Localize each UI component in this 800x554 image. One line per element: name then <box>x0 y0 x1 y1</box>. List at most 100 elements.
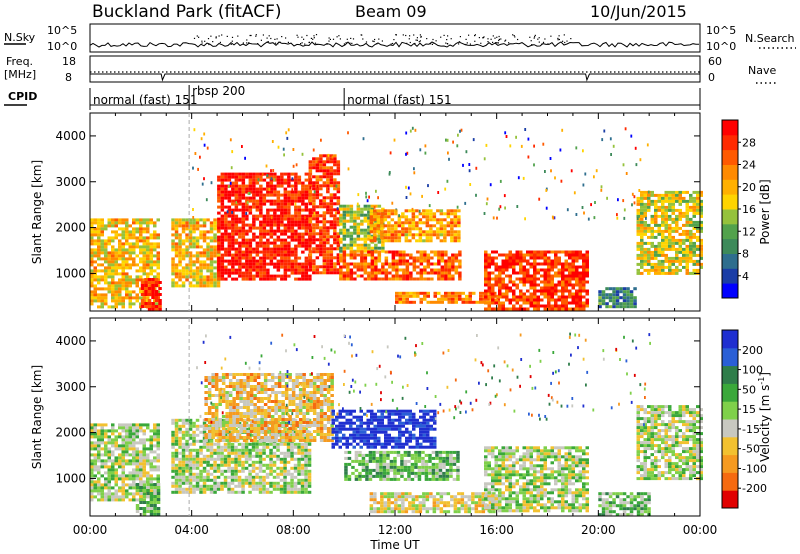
power-echo-cell <box>402 259 406 263</box>
power-echo-cell <box>312 268 316 272</box>
power-echo-cell <box>322 202 327 206</box>
velocity-echo-cell <box>128 426 132 430</box>
power-echo-cell <box>643 226 647 230</box>
velocity-echo-cell <box>192 448 196 452</box>
power-echo-cell <box>404 218 409 222</box>
power-echo-cell <box>283 178 288 182</box>
power-echo-cell <box>395 268 399 272</box>
power-echo-cell <box>294 262 298 266</box>
power-echo-cell <box>146 227 150 231</box>
power-echo-cell <box>578 256 582 260</box>
power-echo-cell <box>252 259 256 263</box>
power-echo-cell <box>346 277 350 281</box>
power-echo-cell <box>491 256 495 260</box>
power-echo-cell <box>238 202 242 206</box>
power-echo-cell <box>188 230 193 234</box>
power-echo-cell <box>217 178 221 182</box>
power-echo-cell <box>550 259 554 263</box>
velocity-echo-cell <box>156 501 161 504</box>
power-echo-cell <box>262 217 267 221</box>
power-echo-cell <box>114 236 118 240</box>
beam-label: Beam 09 <box>355 2 427 21</box>
power-echo-cell <box>312 214 316 218</box>
nsearch-dot <box>338 35 340 37</box>
power-echo-cell <box>398 262 403 266</box>
power-echo-cell <box>346 246 350 250</box>
power-echo-cell <box>322 253 327 257</box>
power-echo-cell <box>699 247 703 251</box>
power-echo-cell <box>265 164 268 168</box>
velocity-echo-cell <box>178 466 182 470</box>
velocity-echo-cell <box>185 487 189 491</box>
power-echo-cell <box>146 248 150 252</box>
power-echo-cell <box>304 226 309 230</box>
power-echo-cell <box>118 296 122 300</box>
power-echo-cell <box>142 227 146 231</box>
power-echo-cell <box>326 220 330 224</box>
power-echo-cell <box>561 268 565 272</box>
power-echo-cell <box>540 286 544 290</box>
power-echo-cell <box>416 250 420 254</box>
power-echo-cell <box>692 205 696 209</box>
power-echo-cell <box>346 253 350 257</box>
nsearch-dot <box>279 41 281 43</box>
power-echo-cell <box>650 220 654 224</box>
velocity-echo-cell <box>107 480 111 484</box>
power-echo-cell <box>360 231 364 235</box>
velocity-echo-cell <box>142 447 146 451</box>
nsky-label: N.Sky <box>4 31 36 44</box>
power-echo-cell <box>224 184 228 188</box>
power-echo-cell <box>276 214 281 218</box>
velocity-echo-cell <box>100 423 104 427</box>
power-echo-cell <box>682 211 686 215</box>
power-echo-cell <box>675 223 679 227</box>
power-echo-cell <box>418 221 423 225</box>
power-echo-cell <box>294 172 298 176</box>
power-echo-cell <box>269 193 274 197</box>
power-echo-cell <box>154 290 159 293</box>
velocity-echo-cell <box>251 454 256 458</box>
power-echo-cell <box>227 175 232 179</box>
velocity-echo-cell <box>125 429 129 433</box>
velocity-echo-cell <box>135 435 139 439</box>
power-echo-cell <box>387 209 391 213</box>
power-echo-cell <box>692 232 696 236</box>
power-echo-cell <box>422 209 426 213</box>
power-echo-cell <box>668 190 672 194</box>
power-echo-cell <box>322 166 327 170</box>
power-echo-cell <box>376 224 381 228</box>
velocity-echo-cell <box>107 447 111 451</box>
power-echo-cell <box>363 237 368 241</box>
power-echo-cell <box>121 278 125 282</box>
power-echo-cell <box>543 259 547 263</box>
power-echo-cell <box>522 295 526 299</box>
power-echo-cell <box>413 171 416 175</box>
velocity-echo-cell <box>206 445 210 449</box>
power-echo-cell <box>294 235 298 239</box>
power-echo-cell <box>633 201 636 205</box>
power-echo-cell <box>220 187 225 191</box>
power-echo-cell <box>395 265 399 269</box>
power-echo-cell <box>664 211 668 215</box>
power-echo-cell <box>144 293 148 296</box>
power-echo-cell <box>259 226 263 230</box>
power-echo-cell <box>547 274 551 278</box>
power-echo-cell <box>135 245 139 249</box>
power-echo-cell <box>185 224 189 228</box>
power-echo-cell <box>549 157 552 160</box>
power-echo-cell <box>192 278 196 282</box>
nsearch-dot <box>498 35 500 38</box>
power-echo-cell <box>290 217 295 221</box>
power-echo-cell <box>266 256 270 260</box>
power-echo-cell <box>457 209 461 213</box>
power-colorbar-segment <box>722 253 738 269</box>
power-echo-cell <box>339 256 343 260</box>
power-echo-cell <box>308 268 313 272</box>
velocity-echo-cell <box>237 460 242 464</box>
power-echo-cell <box>154 308 159 311</box>
velocity-echo-cell <box>171 475 175 479</box>
power-echo-cell <box>578 253 582 257</box>
velocity-echo-cell <box>114 456 118 460</box>
power-echo-cell <box>241 235 246 239</box>
nsearch-dot <box>215 36 217 38</box>
